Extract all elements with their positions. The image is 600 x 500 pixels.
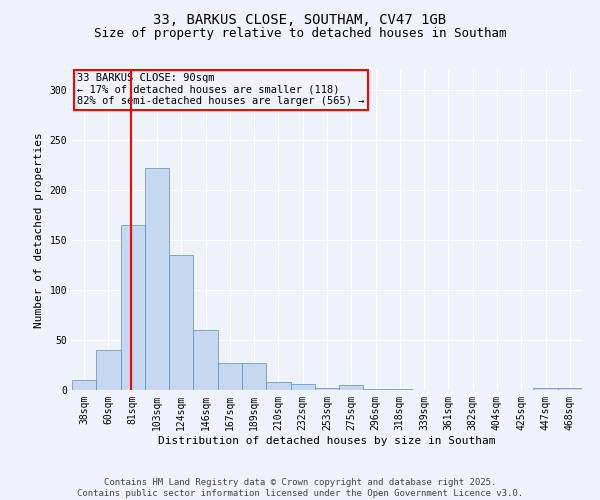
Bar xyxy=(193,330,218,390)
Bar xyxy=(242,363,266,390)
Bar xyxy=(315,388,339,390)
Bar xyxy=(121,225,145,390)
Bar xyxy=(218,363,242,390)
Bar xyxy=(558,388,582,390)
Bar xyxy=(169,255,193,390)
Bar xyxy=(290,384,315,390)
Y-axis label: Number of detached properties: Number of detached properties xyxy=(34,132,44,328)
Bar xyxy=(388,389,412,390)
Bar xyxy=(145,168,169,390)
Bar xyxy=(266,382,290,390)
Bar xyxy=(364,389,388,390)
Bar xyxy=(533,388,558,390)
Bar xyxy=(72,380,96,390)
Text: Contains HM Land Registry data © Crown copyright and database right 2025.
Contai: Contains HM Land Registry data © Crown c… xyxy=(77,478,523,498)
Bar xyxy=(96,350,121,390)
Text: 33 BARKUS CLOSE: 90sqm
← 17% of detached houses are smaller (118)
82% of semi-de: 33 BARKUS CLOSE: 90sqm ← 17% of detached… xyxy=(77,73,365,106)
Text: 33, BARKUS CLOSE, SOUTHAM, CV47 1GB: 33, BARKUS CLOSE, SOUTHAM, CV47 1GB xyxy=(154,12,446,26)
X-axis label: Distribution of detached houses by size in Southam: Distribution of detached houses by size … xyxy=(158,436,496,446)
Bar xyxy=(339,385,364,390)
Text: Size of property relative to detached houses in Southam: Size of property relative to detached ho… xyxy=(94,28,506,40)
